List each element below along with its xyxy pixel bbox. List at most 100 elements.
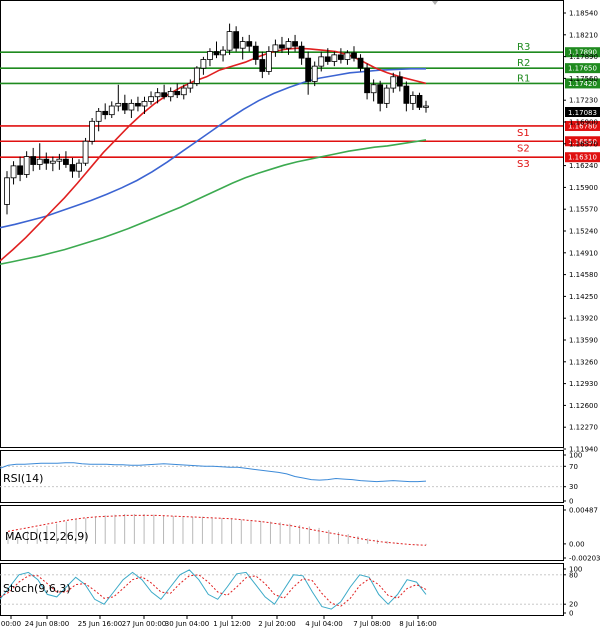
candle-bear [364,67,370,94]
level-price-tag [565,136,600,147]
level-price-tag [565,47,600,58]
candle-bull [200,59,207,69]
time-tick-label: 00:00 [1,620,21,628]
price-axis: 1.18540 1.18210 1.17890 1.17560 1.17230 1.169… [563,10,598,454]
candlesticks [4,23,429,215]
ma-blue-line [0,68,426,229]
price-tick-label: 1.12930 [569,380,598,388]
ind-tick-label: 0 [569,610,573,618]
candle-bear [121,102,128,111]
stoch-d-line [0,574,427,607]
candle-bull [423,105,429,108]
price-tick-label: 1.14250 [569,293,598,301]
price-tick-label: 1.12270 [569,424,598,432]
candle-bear [357,57,364,69]
price-tick-label: 1.17230 [569,97,598,105]
candle-bear [324,56,331,62]
candle-bear [292,41,298,47]
price-tick-label: 1.13590 [569,337,598,345]
candle-bear [102,110,109,116]
candle-bull [115,102,122,107]
time-tick-label: 4 Jul 04:00 [305,620,343,628]
candle-bull [265,51,272,72]
candle-bull [311,65,318,82]
candle-bull [331,54,338,62]
candle-bear [416,94,423,108]
price-tick-label: 1.16900 [569,119,598,127]
scroll-marker-icon[interactable] [432,1,438,5]
candle-bull [4,177,10,205]
rsi-panel: 100 70 30 0 [0,452,582,506]
level-label-s3: S3 [517,159,530,170]
ind-tick-label: -0.00203 [569,555,600,563]
candle-bull [56,158,63,162]
candle-bull [272,44,279,52]
time-tick-label: 8 Jul 16:00 [399,620,437,628]
macd-label: MACD(12,26,9) [5,530,89,543]
level-label-s1: S1 [517,128,530,139]
candle-bull [23,156,30,175]
price-tick-label: 1.14910 [569,249,598,257]
stoch-label: Stoch(9,6,3) [3,582,71,595]
time-tick-label: 27 Jun 00:00 [122,620,166,628]
candle-bear [252,45,259,60]
level-price-label: 1.16310 [568,154,597,162]
candle-bear [69,164,76,172]
price-tick-label: 1.18210 [569,31,598,39]
level-price-label: 1.17420 [568,80,597,88]
ind-tick-label: 0.00 [569,540,585,548]
price-tick-label: 1.14580 [569,271,598,279]
candle-bull [148,96,154,102]
time-tick-label: 2 Jul 20:00 [258,620,296,628]
ind-tick-label: 100 [569,452,582,460]
level-label-r2: R2 [517,58,530,69]
candle-bull [207,51,213,60]
ma-green-line [0,139,427,265]
price-tick-label: 1.13260 [569,358,598,366]
level-label-r1: R1 [517,73,530,84]
ind-tick-label: 0.00487 [569,507,598,515]
ind-tick-label: 20 [569,601,578,609]
candle-bear [298,45,305,59]
ind-tick-label: 30 [569,483,578,491]
price-tick-label: 1.17890 [569,53,598,61]
candle-bear [43,158,50,164]
candle-bull [285,41,292,49]
stoch-panel-frame [0,563,564,616]
candle-bull [390,76,397,89]
candle-bull [226,31,233,51]
price-tick-label: 1.15570 [569,206,598,214]
candle-bear [403,85,410,104]
price-tick-label: 1.16240 [569,162,598,170]
current-price-label: 1.17083 [568,109,597,117]
ind-tick-label: 80 [569,571,578,579]
candle-bear [161,92,168,98]
price-tick-label: 1.17560 [569,75,598,83]
candle-bull [167,91,174,98]
time-tick-label: 7 Jul 08:00 [353,620,391,628]
candle-bull [49,160,56,164]
candle-bull [76,162,82,172]
stoch-k-line [0,569,427,610]
candle-bull [187,83,194,89]
price-tick-label: 1.15900 [569,184,598,192]
main-panel-frame [0,0,564,448]
time-tick-label: 24 Jun 08:00 [25,620,69,628]
ind-tick-label: 100 [569,566,582,574]
candle-bull [89,120,96,142]
rsi-line [0,462,427,483]
price-tick-label: 1.18540 [569,10,598,18]
candle-bear [396,76,403,87]
candle-bear [279,44,285,49]
level-label-r3: R3 [517,42,530,53]
candle-bull [220,49,226,56]
candle-bull [128,102,135,111]
price-tick-label: 1.11940 [569,446,598,454]
price-tick-label: 1.12600 [569,402,598,410]
candle-bull [239,41,246,49]
candle-bull [383,87,390,104]
price-tick-label: 1.16570 [569,140,598,148]
candle-bull [370,84,377,94]
